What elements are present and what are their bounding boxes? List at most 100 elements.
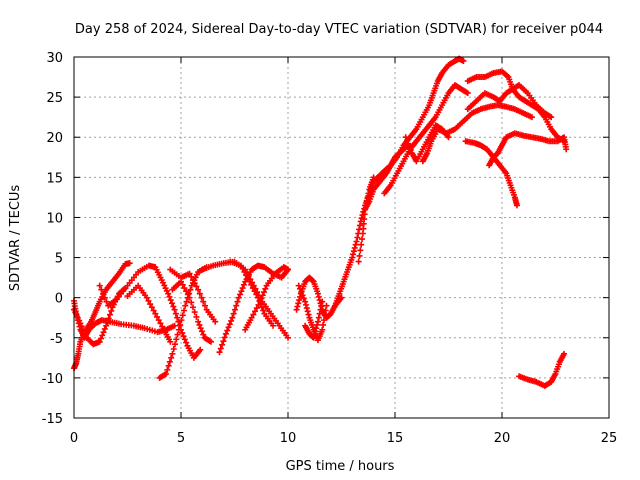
data-point [295,300,302,307]
data-point [402,134,409,141]
y-tick-label: 0 [55,292,63,307]
data-point [169,300,176,307]
data-point [216,349,223,356]
data-point [319,298,326,305]
data-point [224,327,231,334]
data-point [168,354,175,361]
data-point [460,58,467,65]
x-tick-label: 10 [280,431,297,446]
data-point [253,291,260,298]
data-point [200,331,207,338]
data-point [320,321,327,328]
data-point [96,338,103,345]
data-point [75,320,82,327]
data-point [243,272,250,279]
data-point [226,321,233,328]
y-tick-label: -5 [50,332,63,347]
data-point [175,326,182,333]
data-point [313,325,320,332]
data-point [370,174,377,181]
data-point [285,334,291,341]
plot-frame [73,56,610,419]
data-point [244,275,251,282]
data-point [355,258,362,265]
data-point [195,318,202,325]
data-point [310,334,317,341]
data-point [193,283,200,290]
data-point [126,260,133,267]
data-point [76,323,83,330]
data-point [182,302,189,309]
data-point [181,336,188,343]
data-point [229,314,236,321]
data-point [217,345,224,352]
data-point [145,297,152,304]
data-point [187,286,194,293]
data-point [255,294,262,301]
data-point [258,304,265,311]
data-point [357,247,364,254]
y-tick-label: 10 [46,211,63,226]
data-point [258,295,265,302]
data-point [248,281,255,288]
data-point [186,294,193,301]
data-point [195,286,202,293]
data-point [464,90,471,97]
data-point [169,350,176,357]
data-point [108,307,115,314]
data-point [358,241,365,248]
y-tick-label: -10 [42,372,63,387]
data-point [193,313,200,320]
data-point [240,281,247,288]
grid-lines [74,57,609,418]
data-point [318,302,325,309]
data-point [155,317,162,324]
data-point [198,294,205,301]
data-point [183,298,190,305]
data-point [191,280,198,287]
x-tick-label: 5 [177,431,185,446]
data-point [166,358,173,365]
data-point [356,252,363,259]
data-point [285,266,291,273]
data-point [314,290,321,297]
data-point [165,362,172,369]
data-point [159,323,166,330]
data-point [302,298,309,305]
data-point [179,281,186,288]
data-point [184,291,191,298]
data-point [167,338,174,345]
data-point [172,341,179,348]
data-point [167,297,174,304]
data-point [315,314,322,321]
data-point [246,278,253,285]
y-tick-label: 15 [46,171,63,186]
data-point [183,288,190,295]
data-point [352,241,359,248]
y-tick-label: 5 [55,252,63,267]
data-point [356,222,363,229]
data-point [220,338,227,345]
data-point [228,317,235,324]
data-point [180,333,187,340]
data-point [315,293,322,300]
data-point [198,328,205,335]
data-point [294,303,301,310]
data-point [305,311,312,318]
data-point [299,292,306,299]
data-point [300,295,307,302]
data-point [255,301,262,308]
data-point [528,114,535,121]
y-tick-label: 30 [46,51,63,66]
data-point [178,317,185,324]
data-point [250,311,257,318]
data-point [221,334,228,341]
data-point [103,322,110,329]
data-point [212,318,219,325]
data-point [249,285,256,292]
data-point [170,346,177,353]
x-tick-label: 0 [70,431,78,446]
data-point [170,303,177,310]
data-point [101,294,108,301]
y-tick-label: 25 [46,91,63,106]
